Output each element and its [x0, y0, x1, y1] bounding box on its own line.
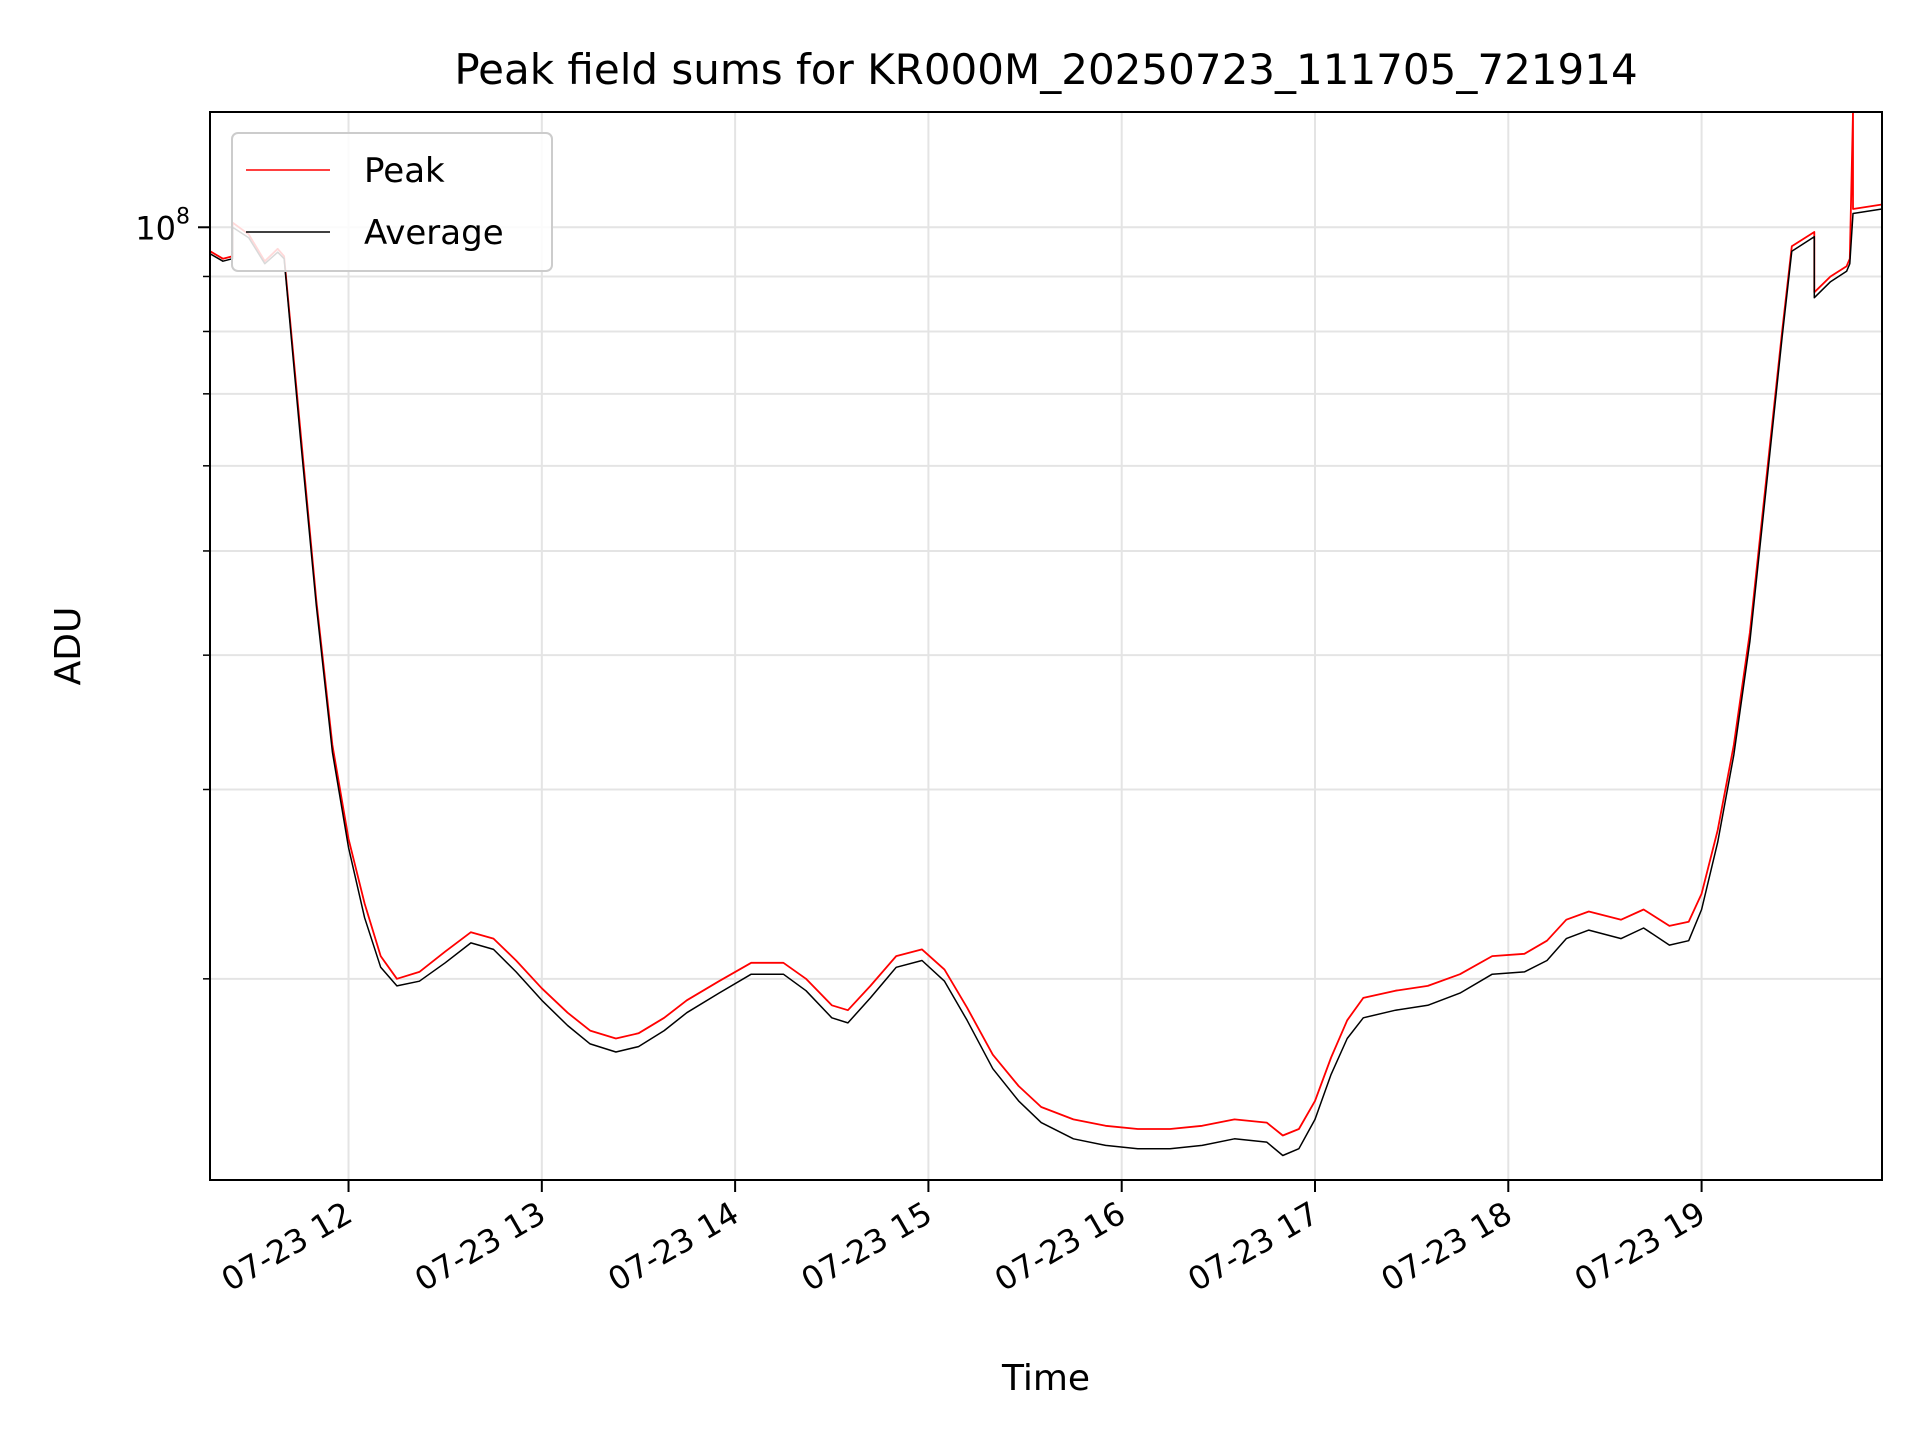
legend-label-average: Average: [364, 213, 504, 253]
series-line-peak: [209, 111, 1883, 1137]
series-line-average: [209, 208, 1883, 1157]
chart-title: Peak field sums for KR000M_20250723_1117…: [454, 45, 1637, 94]
y-axis-label: ADU: [48, 607, 89, 686]
grid-lines: [210, 112, 1882, 1180]
plot-frame: [209, 111, 1883, 1181]
y-tick-label-base: 10: [135, 209, 176, 247]
y-tick-label-exponent: 8: [176, 204, 190, 229]
y-tick-label: 108: [135, 204, 190, 247]
x-axis-label: Time: [1001, 1358, 1090, 1399]
y-axis-ticks: 108: [135, 204, 210, 980]
legend-label-peak: Peak: [364, 151, 445, 191]
series-lines: [209, 111, 1883, 1157]
legend-box: [231, 132, 553, 272]
legend: Peak Average: [231, 132, 553, 272]
